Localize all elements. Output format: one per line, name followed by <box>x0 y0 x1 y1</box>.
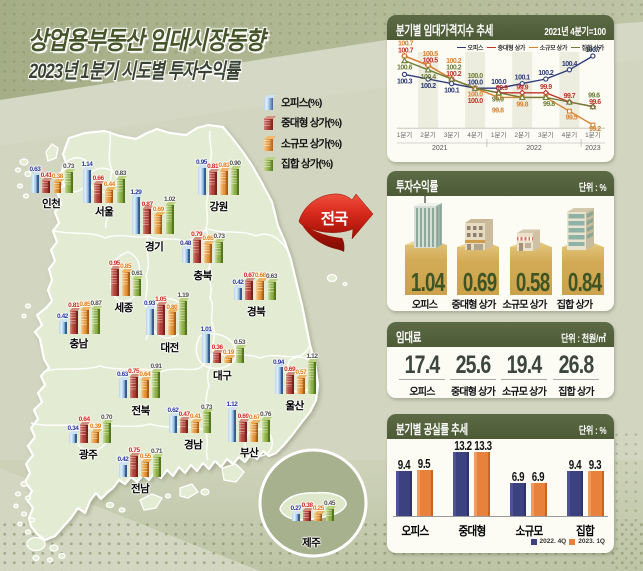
svg-text:2022: 2022 <box>526 145 542 152</box>
svg-text:99.9: 99.9 <box>496 85 508 92</box>
svg-text:4분기: 4분기 <box>562 130 578 139</box>
svg-text:100.7: 100.7 <box>585 47 601 54</box>
svg-text:100.4: 100.4 <box>562 61 578 68</box>
svg-text:3분기: 3분기 <box>444 130 460 139</box>
svg-text:100.0: 100.0 <box>468 92 484 99</box>
svg-text:100.7: 100.7 <box>398 48 414 55</box>
svg-text:100.2: 100.2 <box>446 58 462 65</box>
svg-text:100.1: 100.1 <box>444 88 460 95</box>
svg-text:100.5: 100.5 <box>423 51 439 58</box>
svg-text:99.9: 99.9 <box>540 84 552 91</box>
svg-text:99.9: 99.9 <box>516 84 528 91</box>
svg-text:99.9: 99.9 <box>492 96 504 103</box>
svg-text:전국: 전국 <box>321 210 348 228</box>
svg-text:100.5: 100.5 <box>423 58 439 65</box>
svg-text:100.0: 100.0 <box>491 79 507 86</box>
svg-text:99.6: 99.6 <box>589 99 601 106</box>
svg-text:2023: 2023 <box>585 145 601 152</box>
svg-text:99.5: 99.5 <box>566 115 578 122</box>
svg-text:4분기: 4분기 <box>467 130 483 139</box>
svg-text:1분기: 1분기 <box>397 130 413 139</box>
svg-text:100.2: 100.2 <box>421 83 437 90</box>
svg-text:99.7: 99.7 <box>564 93 576 100</box>
svg-text:1분기: 1분기 <box>585 130 601 139</box>
svg-text:100.2: 100.2 <box>446 65 462 72</box>
svg-text:100.1: 100.1 <box>515 75 531 82</box>
svg-text:99.8: 99.8 <box>492 107 504 114</box>
svg-text:2분기: 2분기 <box>420 130 436 139</box>
svg-text:100.4: 100.4 <box>421 74 437 81</box>
svg-text:99.8: 99.8 <box>516 101 528 108</box>
svg-text:3분기: 3분기 <box>538 130 554 139</box>
svg-text:100.7: 100.7 <box>398 41 414 48</box>
svg-text:99.2: 99.2 <box>589 126 601 133</box>
svg-text:99.6: 99.6 <box>588 93 600 100</box>
svg-text:100.0: 100.0 <box>468 98 484 105</box>
svg-text:100.2: 100.2 <box>538 70 554 77</box>
svg-text:2분기: 2분기 <box>514 130 530 139</box>
svg-text:100.6: 100.6 <box>397 65 413 72</box>
svg-text:2021: 2021 <box>432 145 448 152</box>
svg-text:1분기: 1분기 <box>491 130 507 139</box>
svg-text:99.8: 99.8 <box>543 101 555 108</box>
svg-text:100.3: 100.3 <box>397 78 413 85</box>
svg-text:100.0: 100.0 <box>468 73 484 80</box>
svg-text:100.0: 100.0 <box>468 80 484 87</box>
svg-text:100.2: 100.2 <box>446 71 462 78</box>
